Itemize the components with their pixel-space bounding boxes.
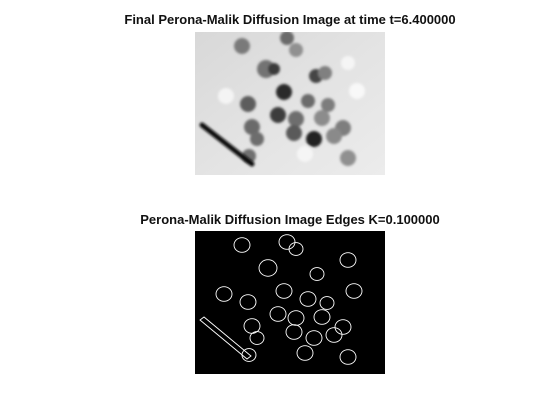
- blob-8: [349, 83, 365, 99]
- blob-18: [244, 119, 260, 135]
- blob-12: [301, 94, 315, 108]
- blob-0: [234, 38, 250, 54]
- blob-22: [326, 128, 342, 144]
- edge-contour-21: [296, 345, 314, 361]
- edge-contour-15: [334, 319, 352, 335]
- edge-contour-7: [215, 286, 233, 302]
- edge-contour-1: [278, 234, 296, 250]
- edge-contour-0: [233, 237, 251, 253]
- edge-contour-12: [269, 306, 287, 322]
- edge-contour-20: [325, 327, 343, 343]
- edges-image-panel: [195, 231, 385, 374]
- blob-21: [306, 131, 322, 147]
- edge-contour-5: [339, 252, 357, 268]
- edge-contour-14: [313, 309, 331, 325]
- edge-contour-11: [319, 296, 335, 310]
- blob-24: [340, 150, 356, 166]
- blob-7: [341, 56, 355, 70]
- edge-contour-4: [309, 267, 325, 281]
- edge-contour-17: [249, 331, 265, 345]
- blob-23: [297, 146, 313, 162]
- edge-contour-6: [345, 283, 363, 299]
- edge-contour-22: [339, 349, 357, 365]
- edge-contour-19: [305, 330, 323, 346]
- blob-1: [280, 32, 294, 45]
- edge-contour-3: [258, 259, 278, 277]
- edges-image: [195, 231, 385, 374]
- edge-contour-10: [299, 291, 317, 307]
- edge-contour-9: [275, 283, 293, 299]
- diffusion-image-panel: [195, 32, 385, 175]
- edge-contour-13: [287, 310, 305, 326]
- edges-image-title: Perona-Malik Diffusion Image Edges K=0.1…: [140, 212, 440, 227]
- blob-16: [314, 110, 330, 126]
- blob-2: [289, 43, 303, 57]
- diffusion-image-title: Final Perona-Malik Diffusion Image at ti…: [124, 12, 456, 27]
- blob-11: [276, 84, 292, 100]
- edge-contour-2: [288, 242, 304, 256]
- blob-15: [288, 111, 304, 127]
- blob-6: [318, 66, 332, 80]
- blob-10: [240, 96, 256, 112]
- blob-19: [250, 132, 264, 146]
- blob-9: [218, 88, 234, 104]
- diffusion-image: [195, 32, 385, 175]
- blob-4: [268, 63, 280, 75]
- edge-contour-18: [285, 324, 303, 340]
- blob-13: [321, 98, 335, 112]
- blob-20: [286, 125, 302, 141]
- edge-contour-8: [239, 294, 257, 310]
- blob-14: [270, 107, 286, 123]
